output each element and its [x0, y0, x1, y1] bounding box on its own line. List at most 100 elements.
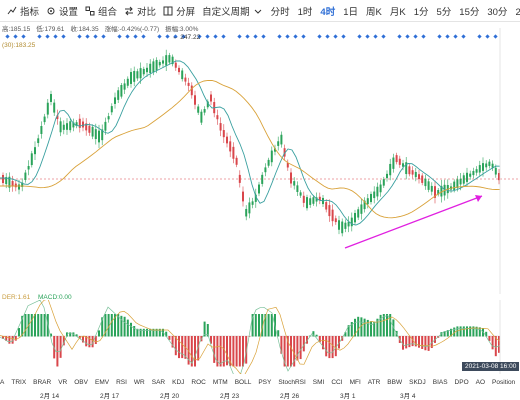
indicator-tab[interactable]: BBW [387, 378, 403, 386]
period-tab[interactable]: 1日 [343, 6, 358, 18]
macd-bar [373, 321, 376, 337]
macd-bar [328, 336, 331, 359]
toolbar-item-settings[interactable]: 设置 [46, 4, 78, 18]
macd-bar [491, 336, 494, 350]
macd-bar [277, 330, 280, 337]
candle [318, 192, 321, 205]
signal-marker [77, 34, 82, 39]
indicator-tab[interactable]: Position [492, 378, 516, 386]
period-tab[interactable]: 1时 [297, 6, 313, 18]
date-label: 2月 14 [40, 393, 60, 400]
toolbar-item-compare[interactable]: 对比 [124, 4, 156, 18]
candle [242, 186, 244, 207]
date-label: 3月 1 [340, 393, 356, 400]
indicator-tab[interactable]: RSI [116, 378, 127, 386]
period-tab[interactable]: 周K [366, 6, 382, 18]
candle [82, 117, 84, 132]
indicator-tab[interactable]: KDJ [172, 378, 185, 386]
period-tab[interactable]: 2时 [515, 7, 520, 18]
macd-bar [149, 328, 152, 337]
indicator-tab[interactable]: BRAR [33, 378, 52, 386]
signal-marker [453, 34, 458, 39]
indicator-tab[interactable]: PSY [258, 378, 272, 386]
signal-marker [141, 34, 146, 39]
indicator-tab[interactable]: ROC [191, 378, 206, 386]
indicator-tab[interactable]: CCI [331, 378, 343, 386]
macd-bar [136, 328, 139, 337]
candle [254, 188, 257, 208]
period-tab[interactable]: 30分 [487, 6, 508, 18]
macd-bar [350, 322, 353, 337]
candle [424, 174, 427, 190]
period-tab[interactable]: 5分 [436, 6, 452, 18]
signal-marker [5, 34, 10, 39]
candle [248, 197, 251, 219]
signal-marker [397, 34, 402, 39]
signal-marker [437, 34, 442, 39]
macd-bar [414, 336, 417, 347]
candle [293, 177, 296, 190]
macd-bar [91, 336, 94, 348]
signal-marker [101, 34, 106, 39]
indicator-tab[interactable]: StochRSI [278, 378, 306, 386]
indicator-tab[interactable]: AO [475, 378, 486, 386]
toolbar-item-indicator[interactable]: 指标 [7, 4, 39, 18]
macd-bar [315, 334, 318, 337]
indicator-tab[interactable]: MFI [349, 378, 361, 386]
macd-bar [360, 317, 363, 337]
signal-marker [373, 34, 378, 39]
candle [66, 118, 68, 135]
macd-bar [331, 336, 334, 359]
macd-bar [216, 336, 219, 367]
indicator-tab[interactable]: BOLL [234, 378, 252, 386]
candle [59, 117, 62, 137]
candle [229, 135, 232, 158]
custom-period-dropdown[interactable]: 自定义周期 [202, 4, 263, 18]
candle [8, 172, 11, 193]
candle [434, 180, 436, 204]
candle [270, 146, 273, 167]
macd-bar [120, 315, 123, 337]
candle [331, 204, 334, 227]
macd-bar [104, 314, 107, 337]
period-tab[interactable]: 分时 [270, 6, 290, 18]
candle [165, 49, 168, 72]
macd-bar [251, 314, 254, 337]
candle [302, 191, 305, 208]
indicator-tab[interactable]: VR [58, 378, 68, 386]
indicator-tab[interactable]: TRIX [11, 378, 27, 386]
indicator-tab[interactable]: SAR [151, 378, 166, 386]
period-tab[interactable]: 4时 [320, 6, 336, 18]
indicator-tab[interactable]: SMI [312, 378, 325, 386]
macd-bar [139, 328, 142, 337]
date-label: 2月 23 [220, 393, 240, 400]
toolbar-item-combination[interactable]: 组合 [85, 4, 117, 18]
candle [194, 90, 196, 110]
indicator-tab[interactable]: OBV [74, 378, 88, 386]
candle [72, 118, 75, 132]
macd-bar [238, 336, 241, 367]
indicator-tab[interactable]: A [0, 378, 5, 386]
indicator-tab[interactable]: WR [133, 378, 145, 386]
indicator-tab[interactable]: SKDJ [409, 378, 426, 386]
period-tab[interactable]: 月K [389, 6, 406, 18]
indicator-tab[interactable]: DPO [454, 378, 469, 386]
candle [142, 66, 145, 77]
candle [184, 73, 187, 86]
macd-bar [293, 336, 296, 367]
candlestick-chart[interactable]: ← 247.22 [0, 28, 520, 294]
candle [430, 182, 433, 196]
macd-bar [466, 326, 468, 337]
indicator-tab[interactable]: MTM [212, 378, 228, 386]
candle [117, 87, 120, 103]
indicator-tab[interactable]: ATR [367, 378, 381, 386]
macd-chart[interactable] [0, 300, 520, 374]
candle [37, 134, 40, 147]
candle [245, 205, 248, 221]
period-tab[interactable]: 15分 [459, 6, 480, 18]
period-tab[interactable]: 1分 [413, 6, 429, 18]
indicator-tab[interactable]: BIAS [432, 378, 448, 386]
candle [488, 159, 491, 169]
toolbar-item-split-screen[interactable]: 分屏 [163, 4, 195, 18]
indicator-tab[interactable]: EMV [94, 378, 110, 386]
